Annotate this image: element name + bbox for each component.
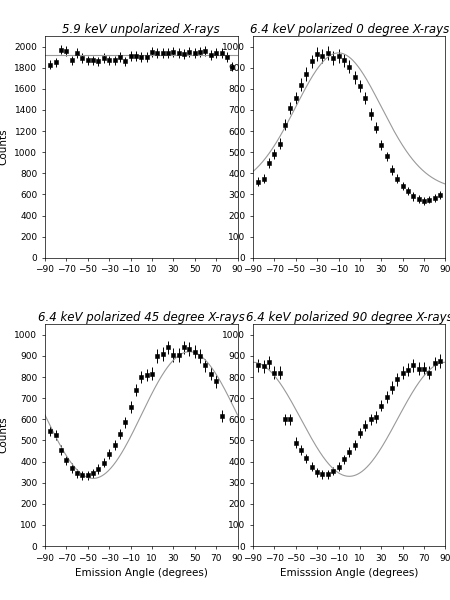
Title: 6.4 keV polarized 90 degree X-rays: 6.4 keV polarized 90 degree X-rays <box>246 311 450 324</box>
Title: 6.4 keV polarized 0 degree X-rays: 6.4 keV polarized 0 degree X-rays <box>250 23 449 36</box>
X-axis label: Emission Angle (degrees): Emission Angle (degrees) <box>75 568 208 578</box>
Y-axis label: Counts: Counts <box>0 128 9 165</box>
Title: 6.4 keV polarized 45 degree X-rays: 6.4 keV polarized 45 degree X-rays <box>38 311 245 324</box>
Title: 5.9 keV unpolarized X-rays: 5.9 keV unpolarized X-rays <box>63 23 220 36</box>
X-axis label: Emisssion Angle (degrees): Emisssion Angle (degrees) <box>280 568 418 578</box>
Y-axis label: Counts: Counts <box>0 417 9 454</box>
